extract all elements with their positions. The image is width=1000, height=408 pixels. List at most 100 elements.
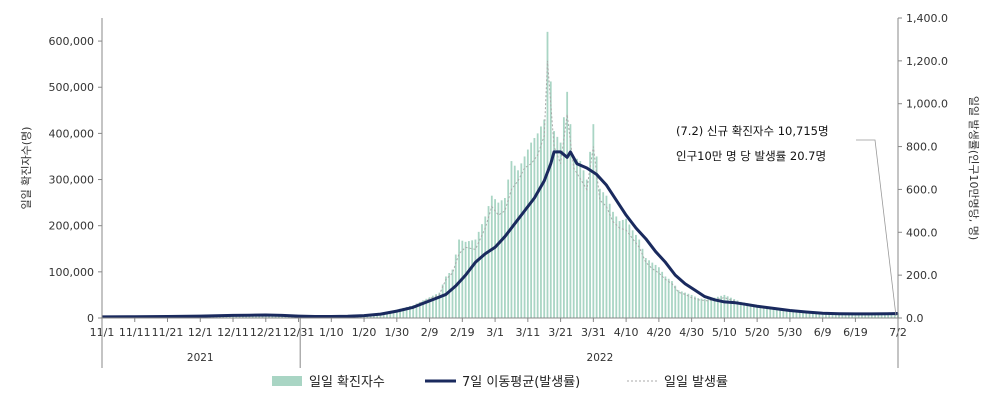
bar-day-223 xyxy=(831,314,834,318)
bar-day-240 xyxy=(887,313,890,318)
bar-day-233 xyxy=(864,314,867,318)
legend-label-moving-average: 7일 이동평균(발생률) xyxy=(462,375,580,390)
bar-day-163 xyxy=(635,234,637,318)
bar-day-90 xyxy=(395,309,398,318)
bar-day-113 xyxy=(471,240,474,318)
bar-day-135 xyxy=(543,119,546,319)
bar-day-157 xyxy=(615,216,618,318)
bar-day-129 xyxy=(523,156,526,318)
bar-day-148 xyxy=(585,179,588,318)
bar-day-89 xyxy=(392,310,395,318)
x-tick-label-10: 2/9 xyxy=(421,326,439,339)
bar-day-111 xyxy=(464,241,467,318)
bar-day-121 xyxy=(497,202,500,318)
bar-day-177 xyxy=(680,291,683,318)
annotation-line-1: (7.2) 신규 확진자수 10,715명 xyxy=(676,124,829,138)
bar-day-153 xyxy=(602,192,605,318)
bar-day-184 xyxy=(703,299,706,318)
bar-day-235 xyxy=(870,313,873,318)
x-tick-label-17: 4/20 xyxy=(647,326,672,339)
bar-day-180 xyxy=(690,294,693,318)
bar-day-224 xyxy=(834,314,837,318)
bar-day-218 xyxy=(815,313,818,318)
bar-day-118 xyxy=(487,206,490,318)
legend-swatch-bars xyxy=(272,376,302,386)
bar-day-123 xyxy=(504,198,506,318)
bar-day-131 xyxy=(530,142,533,318)
x-tick-label-11: 2/19 xyxy=(450,326,475,339)
bar-day-119 xyxy=(490,195,493,318)
bar-day-95 xyxy=(412,305,415,318)
x-tick-label-18: 4/30 xyxy=(679,326,704,339)
y-right-tick-label-3: 600.0 xyxy=(906,183,938,196)
bar-day-124 xyxy=(507,179,510,318)
x-tick-label-7: 1/10 xyxy=(319,326,344,339)
x-tick-label-12: 3/1 xyxy=(486,326,504,339)
y-right-tick-label-2: 400.0 xyxy=(906,226,938,239)
bar-day-86 xyxy=(382,312,385,318)
bar-day-172 xyxy=(664,276,667,318)
bar-day-178 xyxy=(684,292,686,318)
bar-day-167 xyxy=(648,260,650,318)
bar-day-132 xyxy=(533,138,536,318)
bar-day-146 xyxy=(579,161,582,318)
bar-day-205 xyxy=(772,307,775,318)
bar-day-158 xyxy=(618,221,621,318)
bar-day-104 xyxy=(441,284,444,318)
bar-day-130 xyxy=(526,149,529,318)
bar-day-174 xyxy=(671,281,673,318)
y-left-tick-label-6: 600,000 xyxy=(49,35,95,48)
y-right-tick-label-6: 1,200.0 xyxy=(906,55,948,68)
bar-day-112 xyxy=(467,241,470,318)
bar-series xyxy=(101,31,899,319)
legend: 일일 확진자수 7일 이동평균(발생률) 일일 발생률 xyxy=(272,375,728,390)
bar-day-198 xyxy=(749,303,752,318)
x-tick-label-21: 5/30 xyxy=(778,326,803,339)
bar-day-219 xyxy=(818,313,821,318)
bar-day-106 xyxy=(448,273,451,318)
bar-day-142 xyxy=(566,91,569,318)
bar-day-203 xyxy=(766,306,768,318)
y-left-tick-label-1: 100,000 xyxy=(49,266,95,279)
bar-day-168 xyxy=(651,262,654,318)
bar-day-147 xyxy=(582,170,585,318)
bar-day-159 xyxy=(621,219,624,318)
bar-day-144 xyxy=(572,156,575,318)
bar-day-238 xyxy=(880,313,883,318)
bar-day-156 xyxy=(612,211,614,318)
bar-day-170 xyxy=(657,267,660,318)
bar-day-179 xyxy=(687,293,690,318)
bar-day-143 xyxy=(569,124,572,319)
x-tick-label-20: 5/20 xyxy=(745,326,770,339)
x-tick-label-19: 5/10 xyxy=(712,326,737,339)
bar-day-183 xyxy=(700,298,703,318)
bar-day-173 xyxy=(667,278,670,318)
bar-day-151 xyxy=(595,156,598,318)
year-label-2021: 2021 xyxy=(187,352,214,364)
bar-day-154 xyxy=(605,195,608,318)
line-moving-average xyxy=(101,150,899,319)
bar-day-107 xyxy=(451,269,454,318)
bar-day-190 xyxy=(723,294,726,318)
bar-day-193 xyxy=(733,299,736,318)
bar-day-145 xyxy=(576,158,578,318)
bar-day-115 xyxy=(477,231,480,318)
bar-day-165 xyxy=(641,248,644,318)
bar-day-206 xyxy=(775,308,778,318)
bar-day-91 xyxy=(399,308,401,318)
bar-day-138 xyxy=(553,131,555,318)
bar-day-199 xyxy=(752,304,755,318)
bar-day-139 xyxy=(556,136,559,318)
bar-day-222 xyxy=(828,314,831,318)
bar-day-210 xyxy=(789,310,791,318)
bar-day-188 xyxy=(716,296,719,318)
bar-day-234 xyxy=(867,313,870,318)
bar-day-192 xyxy=(730,297,732,318)
x-tick-label-2: 11/21 xyxy=(152,326,184,339)
x-tick-label-23: 6/19 xyxy=(843,326,868,339)
bar-day-242 xyxy=(893,313,896,318)
bar-day-200 xyxy=(756,305,759,318)
bar-day-225 xyxy=(838,314,840,318)
y-left-tick-label-2: 200,000 xyxy=(49,220,95,233)
bar-day-155 xyxy=(608,203,611,318)
